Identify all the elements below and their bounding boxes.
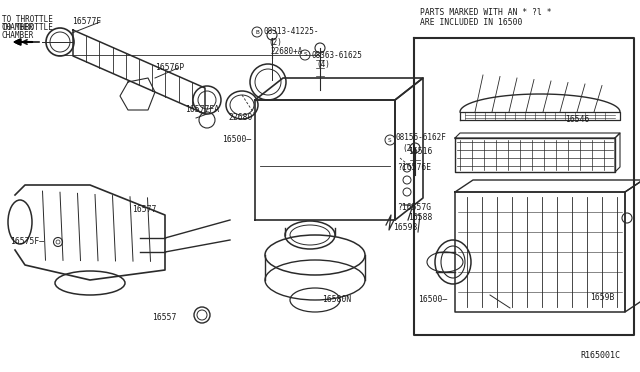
Text: CHAMBER: CHAMBER [2, 32, 35, 41]
Text: 16575F—: 16575F— [10, 237, 44, 247]
Text: PARTS MARKED WITH AN * ?l *: PARTS MARKED WITH AN * ?l * [420, 8, 552, 17]
Text: S: S [388, 138, 392, 142]
Text: 22680+A: 22680+A [270, 48, 302, 57]
Text: 16577FA: 16577FA [185, 106, 219, 115]
Text: CHAMBER: CHAMBER [2, 23, 35, 32]
Text: 22680: 22680 [228, 112, 252, 122]
Text: 16580N: 16580N [322, 295, 351, 305]
Text: R165001C: R165001C [580, 351, 620, 360]
Text: 16516: 16516 [408, 148, 433, 157]
Text: (2): (2) [268, 38, 282, 46]
Text: (2): (2) [402, 144, 416, 153]
Text: 16577: 16577 [132, 205, 156, 215]
Text: 08156-6162F: 08156-6162F [396, 134, 447, 142]
Text: 08313-41225-: 08313-41225- [263, 28, 319, 36]
Text: 16598: 16598 [393, 224, 417, 232]
Text: 16500—: 16500— [418, 295, 447, 305]
Text: ARE INCLUDED IN 16500: ARE INCLUDED IN 16500 [420, 18, 522, 27]
Text: 16500—: 16500— [222, 135, 252, 144]
Text: 16576P: 16576P [155, 64, 184, 73]
Text: 1659B: 1659B [590, 294, 614, 302]
Text: 16546: 16546 [565, 115, 589, 125]
Text: B: B [255, 29, 259, 35]
Text: 16588: 16588 [408, 214, 433, 222]
Text: 08363-61625: 08363-61625 [311, 51, 362, 60]
Text: S: S [303, 52, 307, 58]
Text: (4): (4) [316, 61, 330, 70]
Text: 16557: 16557 [152, 314, 177, 323]
Text: ?16557G: ?16557G [397, 202, 431, 212]
Text: TO THROTTLE: TO THROTTLE [2, 16, 53, 25]
Text: 16577F: 16577F [72, 17, 101, 26]
Text: ?16576E: ?16576E [397, 164, 431, 173]
Text: TO THROTTLE: TO THROTTLE [2, 23, 53, 32]
